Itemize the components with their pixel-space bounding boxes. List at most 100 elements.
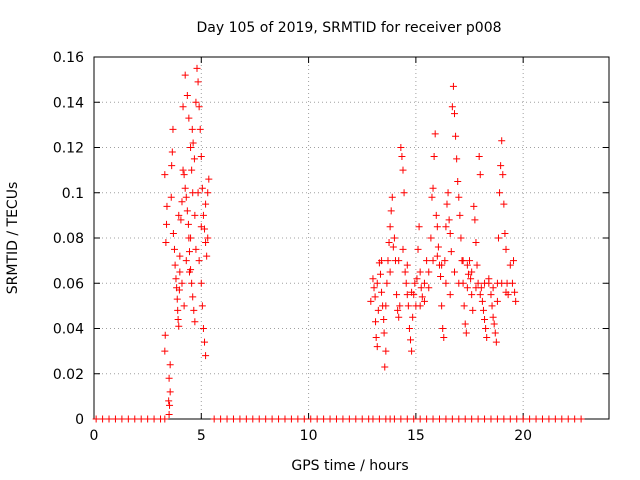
data-point <box>444 189 452 197</box>
data-point <box>255 415 263 423</box>
data-point <box>105 415 113 423</box>
data-point <box>451 110 458 118</box>
data-point <box>191 318 199 326</box>
data-point <box>442 415 450 423</box>
data-point <box>403 261 411 269</box>
data-point <box>111 415 119 423</box>
data-point <box>434 243 442 251</box>
data-point <box>201 338 209 346</box>
data-point <box>124 415 132 423</box>
data-point <box>229 415 237 423</box>
data-point <box>300 415 308 423</box>
data-point <box>178 198 186 206</box>
data-point <box>171 261 179 269</box>
data-point <box>475 153 483 161</box>
data-point <box>461 320 469 328</box>
data-point <box>294 415 302 423</box>
data-point <box>577 415 585 423</box>
data-point <box>199 211 207 219</box>
data-point <box>194 78 202 86</box>
data-point <box>496 189 504 197</box>
data-point <box>386 268 394 276</box>
data-point <box>131 415 139 423</box>
data-point <box>493 297 501 305</box>
data-point <box>399 166 407 174</box>
data-point <box>162 239 170 247</box>
data-point <box>456 211 464 219</box>
data-point <box>195 103 203 111</box>
data-point <box>417 284 425 292</box>
data-point <box>438 302 446 310</box>
data-point <box>372 334 380 342</box>
data-point <box>467 275 475 283</box>
data-point <box>236 415 244 423</box>
data-point <box>428 193 436 201</box>
data-point <box>452 132 460 140</box>
data-point <box>440 334 448 342</box>
y-tick-label: 0.04 <box>53 322 84 338</box>
data-point <box>192 245 200 253</box>
data-point <box>165 397 173 405</box>
data-point <box>137 415 145 423</box>
data-point <box>479 306 487 314</box>
data-point <box>197 279 205 287</box>
data-point <box>476 171 484 179</box>
data-point <box>242 415 250 423</box>
y-tick-label: 0.02 <box>53 367 84 383</box>
data-point <box>431 130 439 138</box>
data-point <box>92 415 100 423</box>
data-point <box>403 415 411 423</box>
data-point <box>448 415 456 423</box>
data-point <box>168 148 176 156</box>
data-point <box>380 329 388 337</box>
data-point <box>170 245 178 253</box>
y-axis-label: SRMTID / TECUs <box>5 182 21 295</box>
data-point <box>429 184 437 192</box>
data-point <box>407 336 415 344</box>
data-point <box>425 284 433 292</box>
data-point <box>416 302 424 310</box>
data-point <box>179 103 187 111</box>
data-point <box>413 275 421 283</box>
data-point <box>339 415 347 423</box>
data-point <box>473 261 481 269</box>
data-point <box>481 279 489 287</box>
data-point <box>408 288 416 296</box>
data-point <box>415 223 423 231</box>
data-point <box>448 103 456 111</box>
data-point <box>369 415 377 423</box>
y-tick-label: 0.06 <box>53 276 84 292</box>
data-point <box>396 302 404 310</box>
data-point <box>196 125 204 133</box>
x-tick-label: 5 <box>197 428 206 444</box>
data-point <box>166 361 174 369</box>
data-point <box>161 331 169 339</box>
data-point <box>408 347 416 355</box>
data-point <box>203 252 211 260</box>
data-point <box>501 229 509 237</box>
data-point <box>487 291 495 299</box>
x-axis-ticks: 0 5 10 15 20 <box>90 57 532 444</box>
data-point <box>369 275 377 283</box>
data-point <box>468 415 476 423</box>
data-point <box>433 223 441 231</box>
data-point <box>402 279 410 287</box>
data-point <box>287 415 295 423</box>
data-point <box>455 193 463 201</box>
data-point <box>199 325 207 332</box>
data-point <box>460 302 468 310</box>
data-point <box>144 415 152 423</box>
data-point <box>532 415 540 423</box>
y-tick-label: 0.16 <box>53 50 84 66</box>
data-point <box>439 325 447 332</box>
data-point <box>197 153 205 161</box>
data-point <box>511 288 519 296</box>
x-tick-label: 20 <box>514 428 532 444</box>
data-point <box>320 415 328 423</box>
data-point <box>188 125 196 133</box>
data-point <box>175 211 183 219</box>
data-point <box>204 234 212 242</box>
data-point <box>177 216 185 224</box>
data-point <box>493 415 501 423</box>
data-point <box>433 252 441 260</box>
